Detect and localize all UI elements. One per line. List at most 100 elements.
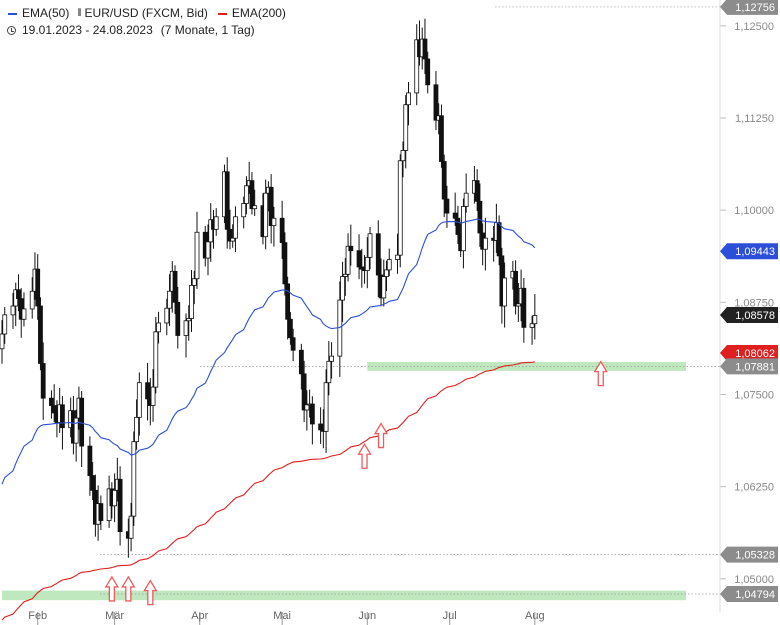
candle-body-77 bbox=[298, 349, 304, 375]
arrow-markers bbox=[104, 360, 608, 606]
arrow-up-icon bbox=[357, 442, 372, 469]
legend-row-range: 19.01.2023 - 24.08.2023 (7 Monate, 1 Tag… bbox=[6, 22, 294, 39]
price-tag-label-3: 1,08062 bbox=[735, 348, 775, 360]
y-tick-label-6: 1,12500 bbox=[734, 21, 774, 33]
price-tag-bg-3 bbox=[720, 345, 778, 362]
candle-body-63 bbox=[244, 185, 249, 204]
price-tag-2: 1,08578 bbox=[720, 306, 778, 323]
candle-body-53 bbox=[205, 241, 211, 259]
candle-body-103 bbox=[397, 160, 403, 256]
ema50-legend-label[interactable]: EMA(50) bbox=[22, 6, 70, 20]
ema200-legend-label[interactable]: EMA(200) bbox=[231, 6, 286, 20]
arrow-up-icon bbox=[593, 360, 608, 387]
candle-body-111 bbox=[425, 58, 431, 86]
candle-body-101 bbox=[386, 259, 392, 271]
clock-icon bbox=[7, 26, 16, 35]
candle-body-99 bbox=[381, 276, 387, 299]
x-tick-label-4: Jun bbox=[358, 610, 376, 622]
candle-body-124 bbox=[477, 200, 483, 234]
candle-body-22 bbox=[87, 445, 93, 476]
candle-body-112 bbox=[433, 84, 439, 121]
price-tag-5: 1,05328 bbox=[720, 546, 778, 563]
candle-body-114 bbox=[439, 115, 444, 162]
candle-body-54 bbox=[208, 219, 214, 243]
candle-body-68 bbox=[263, 192, 269, 238]
candle-body-31 bbox=[117, 478, 123, 533]
candle-body-7 bbox=[29, 290, 35, 310]
candle-body-118 bbox=[455, 217, 461, 235]
period-label: (7 Monate, 1 Tag) bbox=[160, 23, 255, 37]
candle-body-137 bbox=[529, 323, 535, 328]
candle-body-23 bbox=[90, 475, 96, 491]
ema50-line bbox=[1, 218, 536, 485]
candle-body-1 bbox=[2, 314, 8, 335]
candle-body-47 bbox=[183, 320, 189, 336]
candle-body-39 bbox=[150, 386, 156, 406]
candle-body-136 bbox=[521, 287, 527, 328]
support-zone-1 bbox=[2, 590, 686, 601]
candle-body-51 bbox=[194, 231, 200, 280]
arrow-up-icon bbox=[121, 575, 136, 602]
candle-body-19 bbox=[73, 417, 79, 444]
candle-body-79 bbox=[304, 404, 310, 411]
candle-body-121 bbox=[463, 192, 469, 207]
candle-body-85 bbox=[326, 360, 332, 384]
candle-body-0 bbox=[0, 333, 5, 350]
candle-body-92 bbox=[356, 250, 362, 268]
candle-body-75 bbox=[287, 318, 293, 339]
price-tag-label-4: 1,07881 bbox=[735, 361, 775, 373]
candle-body-97 bbox=[375, 233, 381, 276]
y-axis: 1,05000 1,06250 1,07500 1,08750 1,10000 1,112… bbox=[719, 0, 774, 612]
candle-body-95 bbox=[364, 256, 370, 272]
y-tick-label-4: 1,10000 bbox=[734, 205, 774, 217]
candle-body-84 bbox=[323, 382, 329, 432]
candle-body-61 bbox=[233, 216, 238, 239]
ema50-swatch bbox=[8, 12, 17, 15]
price-tag-6: 1,04794 bbox=[720, 586, 778, 603]
candle-body-16 bbox=[60, 404, 65, 429]
candle-body-34 bbox=[131, 441, 137, 517]
candle-body-6 bbox=[21, 308, 27, 320]
x-axis: Feb Mär Apr Mai Jun Jul Aug bbox=[28, 610, 545, 625]
x-tick-label-3: Mai bbox=[273, 610, 291, 622]
candle-body-133 bbox=[513, 270, 519, 307]
candle-body-115 bbox=[441, 161, 447, 200]
candle-body-138 bbox=[532, 315, 538, 325]
candle-body-12 bbox=[49, 397, 54, 406]
chart-legend: EMA(50) ⫴ EUR/USD (FXCM, Bid) EMA(200) 1… bbox=[6, 5, 294, 39]
candle-body-62 bbox=[241, 203, 247, 218]
candle-body-90 bbox=[345, 245, 351, 275]
candle-body-102 bbox=[395, 254, 400, 260]
candle-body-11 bbox=[40, 363, 46, 399]
candle-body-65 bbox=[249, 180, 255, 210]
price-tag-0: 1,12756 bbox=[720, 0, 778, 15]
y-tick-label-0: 1,05000 bbox=[734, 574, 774, 586]
candle-body-36 bbox=[136, 382, 142, 418]
support-zones bbox=[2, 362, 686, 601]
arrow-up-icon bbox=[143, 579, 158, 606]
candle-body-116 bbox=[444, 198, 450, 214]
candle-body-33 bbox=[128, 515, 134, 539]
candle-body-78 bbox=[301, 373, 307, 411]
price-tag-4: 1,07881 bbox=[720, 358, 778, 375]
candle-body-49 bbox=[189, 284, 194, 319]
candle-body-129 bbox=[496, 222, 502, 257]
candle-body-110 bbox=[422, 38, 428, 60]
candle-body-48 bbox=[186, 318, 192, 322]
x-tick-label-2: Apr bbox=[191, 610, 208, 622]
y-tick-label-1: 1,06250 bbox=[734, 482, 774, 494]
candle-body-70 bbox=[268, 186, 274, 227]
candlestick-icon: ⫴ bbox=[77, 8, 81, 19]
candle-body-105 bbox=[403, 104, 409, 151]
candle-body-93 bbox=[359, 266, 365, 270]
price-tag-label-6: 1,04794 bbox=[735, 589, 775, 601]
y-tick-label-5: 1,11250 bbox=[735, 113, 774, 125]
candle-body-40 bbox=[153, 331, 159, 388]
candle-body-2 bbox=[10, 305, 16, 316]
candle-body-35 bbox=[134, 416, 139, 443]
candle-body-107 bbox=[414, 39, 420, 94]
instrument-label[interactable]: EUR/USD (FXCM, Bid) bbox=[84, 6, 208, 20]
candle-body-89 bbox=[342, 273, 348, 277]
